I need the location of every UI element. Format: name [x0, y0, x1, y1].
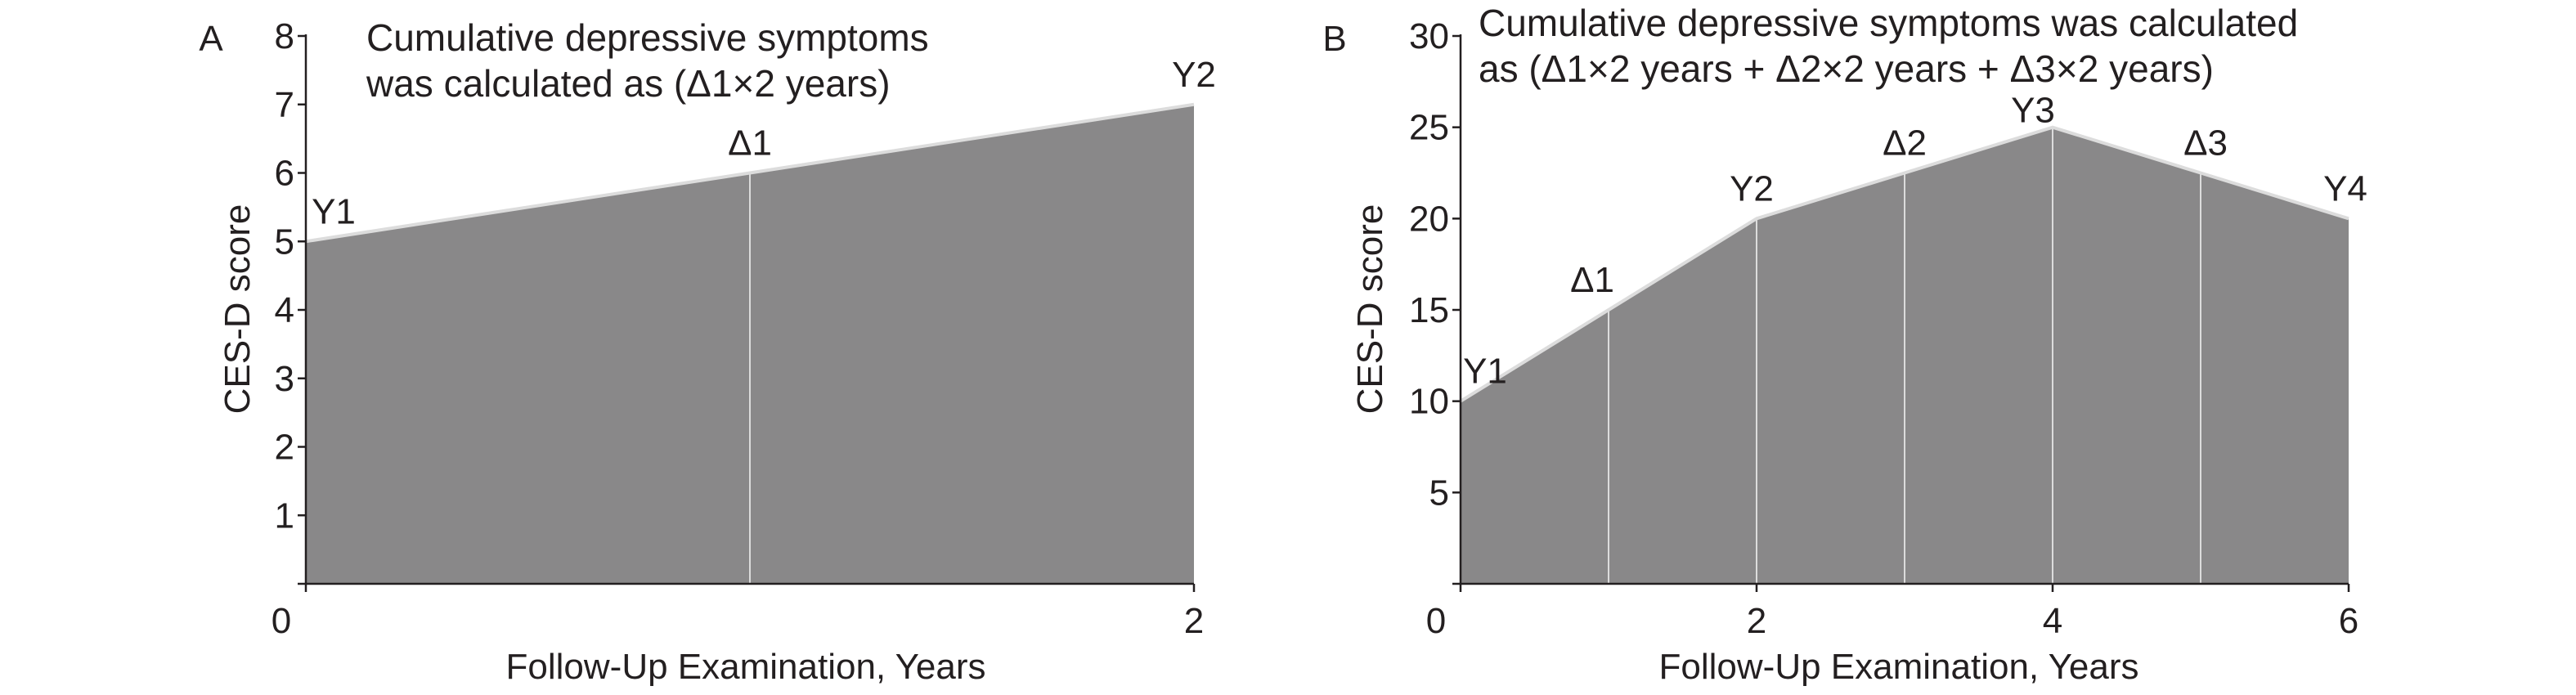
- panel-b-x-tick-label: 6: [2339, 601, 2358, 641]
- panel-b-x-tick-label: 4: [2043, 601, 2062, 641]
- panel-b-y-tick-label: 30: [1409, 16, 1449, 56]
- panel-a-y-tick-label: 1: [275, 495, 294, 536]
- panel-a-y-tick-label: 2: [275, 428, 294, 468]
- panel-b-point-label: Y2: [1730, 168, 1774, 208]
- panel-b-letter: B: [1322, 19, 1346, 59]
- panel-b-point-label: Y4: [2323, 168, 2367, 208]
- panel-b-x-tick-label: 0: [1426, 601, 1446, 641]
- panel-b-point-label: Δ1: [1570, 260, 1614, 300]
- panel-a-y-tick-label: 3: [275, 359, 294, 399]
- panel-b-x-axis-label: Follow-Up Examination, Years: [1659, 647, 2139, 687]
- panel-b-annotation-line-2: as (Δ1×2 years + Δ2×2 years + Δ3×2 years…: [1479, 47, 2214, 90]
- panel-b-annotation-line-1: Cumulative depressive symptoms was calcu…: [1479, 2, 2298, 44]
- panel-a-y-axis-label: CES-D score: [218, 204, 258, 415]
- panel-a-point-label: Y2: [1172, 55, 1216, 95]
- panel-b-y-tick-label: 25: [1409, 108, 1449, 148]
- panel-a-x-tick-label: 2: [1184, 601, 1204, 641]
- panel-b-series-line: [1459, 125, 2349, 403]
- panel-a-y-tick-label: 4: [275, 290, 294, 330]
- panel-b-point-label: Y3: [2011, 91, 2055, 131]
- panel-a-y-tick-label: 7: [275, 85, 294, 125]
- panel-b-y-tick-label: 10: [1409, 382, 1449, 422]
- panel-a-y-tick-label: 6: [275, 154, 294, 194]
- panel-a-point-label: Δ1: [728, 123, 772, 164]
- panel-a-annotation-line-1: Cumulative depressive symptoms: [366, 16, 929, 59]
- panel-b-y-tick-label: 20: [1409, 199, 1449, 239]
- panel-a-x-tick-label: 0: [272, 601, 291, 641]
- panel-b-y-tick-label: 15: [1409, 290, 1449, 330]
- panel-b: B Cumulative depressive symptoms was cal…: [1322, 2, 2367, 687]
- panel-b-y-axis-label: CES-D score: [1350, 204, 1390, 415]
- panel-a-x-axis-label: Follow-Up Examination, Years: [506, 647, 986, 687]
- panel-a-y-tick-label: 5: [275, 222, 294, 262]
- panel-b-point-label: Δ2: [1883, 123, 1927, 164]
- panel-b-y-tick-label: 5: [1429, 473, 1449, 513]
- panel-a-series-line: [305, 102, 1195, 244]
- panel-b-point-label: Δ3: [2183, 123, 2228, 164]
- panel-a: A Cumulative depressive symptoms was cal…: [199, 16, 1216, 687]
- panel-b-point-label: Y1: [1463, 352, 1507, 392]
- panel-a-annotation-line-2: was calculated as (Δ1×2 years): [366, 62, 891, 105]
- panel-a-y-tick-label: 8: [275, 16, 294, 56]
- panel-b-x-tick-label: 2: [1747, 601, 1766, 641]
- panel-a-point-label: Y1: [312, 191, 356, 231]
- panel-a-letter: A: [199, 19, 223, 59]
